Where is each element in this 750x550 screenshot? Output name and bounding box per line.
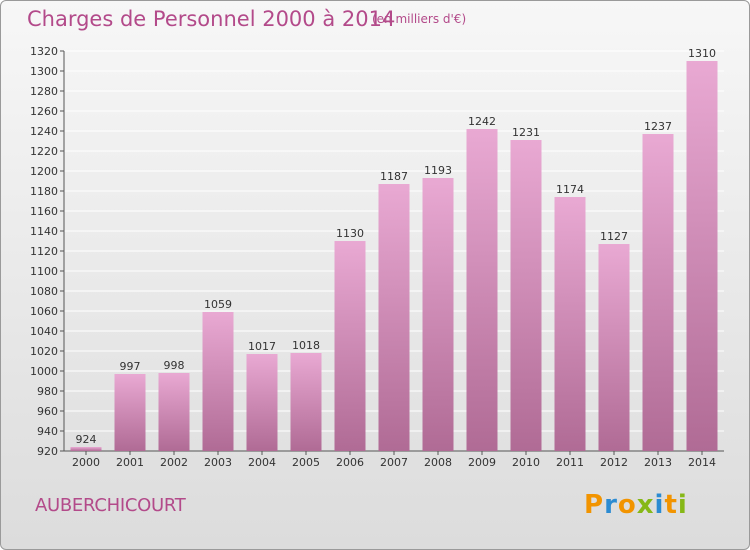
y-tick-label: 1080: [30, 285, 58, 298]
y-tick-label: 1040: [30, 325, 58, 338]
bar-2009: [466, 129, 498, 451]
y-tick-label: 1140: [30, 225, 58, 238]
y-tick-label: 1120: [30, 245, 58, 258]
x-tick-label-2011: 2011: [556, 456, 584, 469]
x-tick-label-2010: 2010: [512, 456, 540, 469]
bar-2004: [246, 354, 278, 451]
commune-name: AUBERCHICOURT: [35, 495, 186, 516]
logo-letter: i: [654, 490, 665, 520]
x-tick-label-2003: 2003: [204, 456, 232, 469]
bar-2014: [686, 61, 718, 451]
value-labels: 924 997 998 1059 1017 1018 1130 1187 1193 1242 123…: [76, 47, 717, 446]
value-label-2010: 1231: [512, 126, 540, 139]
y-tick-label: 960: [37, 405, 58, 418]
x-tick-label-2012: 2012: [600, 456, 628, 469]
bar-2010: [510, 140, 542, 451]
x-tick-label-2008: 2008: [424, 456, 452, 469]
value-label-2001: 997: [120, 360, 141, 373]
bar-2001: [114, 374, 146, 451]
chart-title: Charges de Personnel 2000 à 2014: [27, 7, 396, 31]
logo-letter: t: [664, 490, 678, 520]
y-tick-label: 1240: [30, 125, 58, 138]
bar-2000: [70, 447, 102, 451]
bar-2005: [290, 353, 322, 451]
x-tick-label-2007: 2007: [380, 456, 408, 469]
x-tick-label-2005: 2005: [292, 456, 320, 469]
x-tick-label-2000: 2000: [72, 456, 100, 469]
y-tick-label: 1100: [30, 265, 58, 278]
value-label-2000: 924: [76, 433, 97, 446]
y-tick-label: 1280: [30, 85, 58, 98]
bars: [70, 61, 718, 451]
value-label-2013: 1237: [644, 120, 672, 133]
bar-2013: [642, 134, 674, 451]
y-tick-label: 1060: [30, 305, 58, 318]
bar-2002: [158, 373, 190, 451]
logo-letter: P: [584, 490, 605, 520]
y-tick-label: 1180: [30, 185, 58, 198]
proxiti-logo: Proxiti: [584, 490, 688, 520]
logo-letter: r: [604, 490, 618, 520]
bar-2007: [378, 184, 410, 451]
bar-2006: [334, 241, 366, 451]
value-label-2008: 1193: [424, 164, 452, 177]
bar-2003: [202, 312, 234, 451]
x-tick-label-2006: 2006: [336, 456, 364, 469]
y-tick-label: 920: [37, 445, 58, 458]
y-tick-label: 1300: [30, 65, 58, 78]
y-tick-label: 1320: [30, 45, 58, 58]
y-tick-label: 1220: [30, 145, 58, 158]
y-tick-label: 940: [37, 425, 58, 438]
x-tick-label-2009: 2009: [468, 456, 496, 469]
value-label-2003: 1059: [204, 298, 232, 311]
y-tick-label: 1260: [30, 105, 58, 118]
y-tick-label: 980: [37, 385, 58, 398]
value-label-2004: 1017: [248, 340, 276, 353]
bar-2011: [554, 197, 586, 451]
value-label-2002: 998: [164, 359, 185, 372]
value-label-2005: 1018: [292, 339, 320, 352]
value-label-2006: 1130: [336, 227, 364, 240]
bar-2008: [422, 178, 454, 451]
x-tick-label-2002: 2002: [160, 456, 188, 469]
y-tick-label: 1000: [30, 365, 58, 378]
y-tick-label: 1020: [30, 345, 58, 358]
value-label-2011: 1174: [556, 183, 584, 196]
x-tick-label-2001: 2001: [116, 456, 144, 469]
value-label-2009: 1242: [468, 115, 496, 128]
logo-letter: i: [677, 490, 688, 520]
y-tick-label: 1200: [30, 165, 58, 178]
x-tick-label-2004: 2004: [248, 456, 276, 469]
chart-subtitle: (en milliers d'€): [372, 12, 467, 26]
bar-2012: [598, 244, 630, 451]
y-tick-label: 1160: [30, 205, 58, 218]
value-label-2007: 1187: [380, 170, 408, 183]
x-tick-label-2013: 2013: [644, 456, 672, 469]
x-tick-label-2014: 2014: [688, 456, 716, 469]
value-label-2014: 1310: [688, 47, 716, 60]
value-label-2012: 1127: [600, 230, 628, 243]
logo-letter: o: [617, 490, 637, 520]
logo-letter: x: [636, 490, 655, 520]
